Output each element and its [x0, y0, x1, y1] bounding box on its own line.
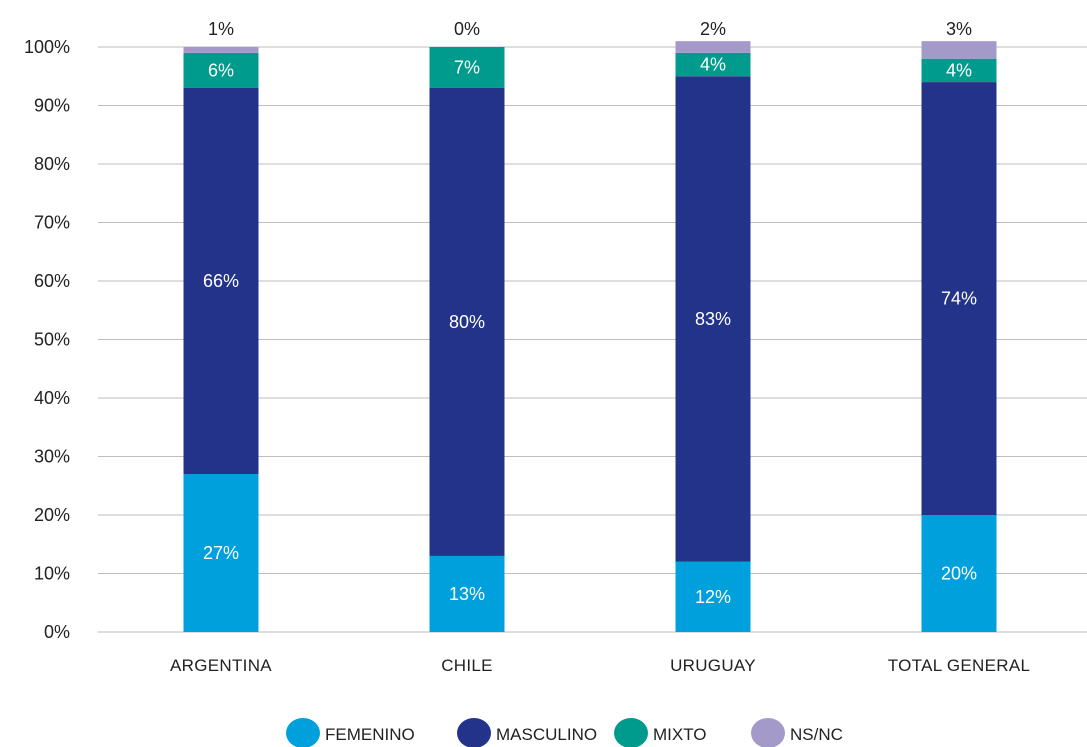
data-label: 13% [449, 584, 485, 604]
y-tick-label: 50% [34, 330, 70, 350]
bar-segment-femenino-uruguay [675, 561, 751, 632]
legend-swatch [286, 718, 320, 747]
data-label: 12% [695, 587, 731, 607]
data-label: 7% [454, 57, 480, 77]
legend-label: FEMENINO [325, 725, 415, 744]
y-tick-label: 60% [34, 271, 70, 291]
y-tick-label: 10% [34, 564, 70, 584]
data-label: 83% [695, 309, 731, 329]
data-label: 6% [208, 60, 234, 80]
y-tick-label: 30% [34, 447, 70, 467]
y-tick-label: 40% [34, 388, 70, 408]
bar-segment-mixto-argentina [183, 52, 259, 88]
category-label: TOTAL GENERAL [888, 656, 1030, 675]
data-label: 66% [203, 271, 239, 291]
y-axis: 0% 10% 20% 30% 40% 50% 60% 70% 80% 90% 100% [24, 37, 70, 642]
data-label: 27% [203, 543, 239, 563]
y-tick-label: 90% [34, 96, 70, 116]
legend: FEMENINO MASCULINO MIXTO NS/NC [286, 718, 843, 747]
legend-label: MASCULINO [496, 725, 597, 744]
bar-segment-ns-nc-uruguay [675, 41, 751, 53]
bar-segment-mixto-total-general [921, 58, 997, 83]
category-label: URUGUAY [670, 656, 756, 675]
data-labels: 27% 66% 6% 1% 13% 80% 7% 0% 12% 83% 4% 2% 20% 74% 4% 3% [203, 19, 977, 607]
bar-segment-masculino-uruguay [675, 76, 751, 562]
x-axis: ARGENTINA CHILE URUGUAY TOTAL GENERAL [170, 656, 1030, 675]
data-label: 80% [449, 312, 485, 332]
bar-segment-femenino-chile [429, 555, 505, 632]
y-tick-label: 0% [44, 622, 70, 642]
y-tick-label: 20% [34, 505, 70, 525]
category-label: CHILE [441, 656, 493, 675]
bar-segment-masculino-total-general [921, 82, 997, 515]
bar-segment-femenino-argentina [183, 474, 259, 632]
y-tick-label: 70% [34, 213, 70, 233]
y-tick-label: 100% [24, 37, 70, 57]
bar-segment-masculino-chile [429, 87, 505, 556]
legend-label: MIXTO [653, 725, 707, 744]
bars [183, 41, 997, 632]
legend-swatch [614, 718, 648, 747]
data-label: 74% [941, 289, 977, 309]
legend-label: NS/NC [790, 725, 843, 744]
bar-segment-masculino-argentina [183, 87, 259, 475]
data-label: 1% [208, 19, 234, 39]
data-label: 2% [700, 19, 726, 39]
bar-segment-mixto-chile [429, 47, 505, 88]
bar-segment-ns-nc-argentina [183, 47, 259, 53]
bar-segment-mixto-uruguay [675, 52, 751, 77]
data-label: 3% [946, 19, 972, 39]
bar-segment-femenino-total-general [921, 515, 997, 632]
category-label: ARGENTINA [170, 656, 272, 675]
legend-swatch [457, 718, 491, 747]
bar-segment-ns-nc-total-general [921, 41, 997, 59]
data-label: 4% [700, 55, 726, 75]
data-label: 20% [941, 564, 977, 584]
legend-swatch [751, 718, 785, 747]
data-label: 4% [946, 60, 972, 80]
data-label: 0% [454, 19, 480, 39]
y-tick-label: 80% [34, 154, 70, 174]
